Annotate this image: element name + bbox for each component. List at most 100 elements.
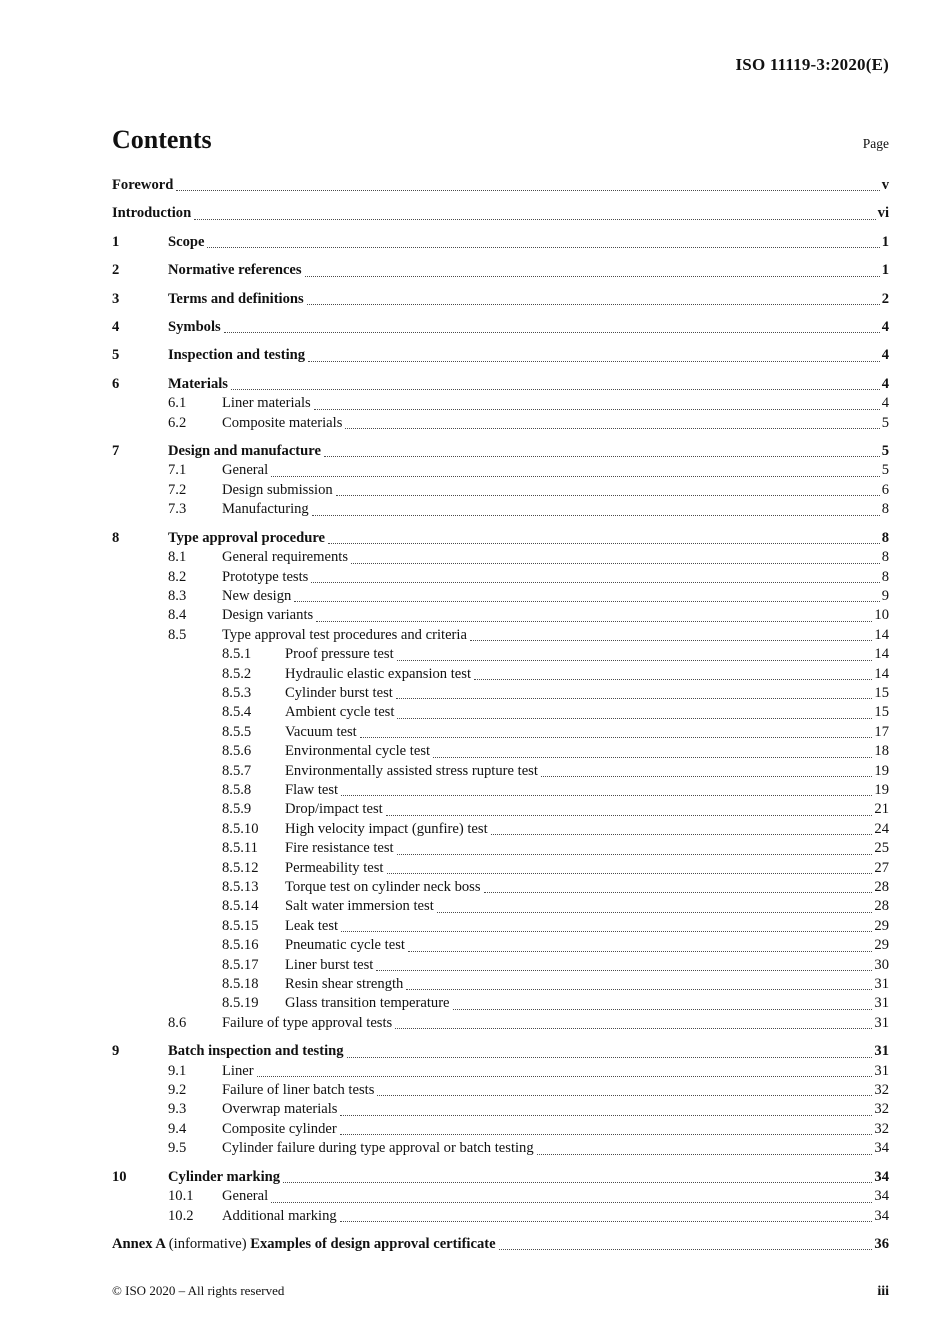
toc-entry-number: 8.5.4: [222, 704, 252, 721]
dot-leader: [328, 543, 880, 545]
toc-entry[interactable]: 9.2 Failure of liner batch tests 32: [112, 1081, 889, 1100]
toc-entry-title: Scope: [168, 233, 205, 250]
toc-entry[interactable]: Annex A (informative) Examples of design…: [112, 1235, 889, 1254]
toc-entry-title: Environmentally assisted stress rupture …: [285, 762, 538, 779]
toc-entry[interactable]: 8.5.12 Permeability test 27: [112, 859, 889, 878]
toc-entry-number: 8.1: [168, 549, 187, 566]
toc-entry[interactable]: 8.5.14 Salt water immersion test 28: [112, 897, 889, 916]
toc-entry[interactable]: 8.5.13 Torque test on cylinder neck boss 2…: [112, 878, 889, 897]
toc-entry-page: v: [881, 177, 889, 193]
toc-entry[interactable]: 8.5.4 Ambient cycle test 15: [112, 703, 889, 722]
toc-entry[interactable]: 8.5.17 Liner burst test 30: [112, 956, 889, 975]
toc-entry[interactable]: 3 Terms and definitions 2: [112, 290, 889, 309]
toc-entry[interactable]: 8.5.7 Environmentally assisted stress rup…: [112, 762, 889, 781]
toc-entry[interactable]: 9 Batch inspection and testing 31: [112, 1042, 889, 1061]
toc-entry[interactable]: 8.2 Prototype tests 8: [112, 568, 889, 587]
toc-entry[interactable]: 5 Inspection and testing 4: [112, 346, 889, 365]
toc-entry-number: 8.5.14: [222, 898, 259, 915]
toc-entry-number: 7.3: [168, 501, 187, 518]
toc-entry[interactable]: 6 Materials 4: [112, 375, 889, 394]
toc-entry-page: 19: [874, 762, 889, 779]
toc-entry-number: 9.1: [168, 1062, 187, 1079]
toc-entry[interactable]: 8.5.18 Resin shear strength 31: [112, 975, 889, 994]
toc-entry[interactable]: 8.5.11 Fire resistance test 25: [112, 839, 889, 858]
toc-entry-page: 6: [881, 481, 889, 498]
dot-leader: [452, 1008, 873, 1010]
page-title: Contents: [112, 125, 212, 154]
copyright-notice: © ISO 2020 – All rights reserved: [112, 1283, 285, 1298]
toc-entry[interactable]: 8.5.1 Proof pressure test 14: [112, 645, 889, 664]
toc-entry-page: 8: [881, 549, 889, 566]
toc-entry-title: Symbols: [168, 319, 221, 336]
toc-entry[interactable]: 6.1 Liner materials 4: [112, 394, 889, 413]
toc-entry-title: General requirements: [222, 549, 349, 566]
toc-entry[interactable]: 8.6 Failure of type approval tests 31: [112, 1014, 889, 1033]
dot-leader: [377, 1095, 873, 1097]
toc-entry-number: 8.3: [168, 587, 187, 604]
toc-entry[interactable]: 10 Cylinder marking 34: [112, 1168, 889, 1187]
toc-entry[interactable]: 8.5.15 Leak test 29: [112, 917, 889, 936]
toc-entry[interactable]: 2 Normative references 1: [112, 261, 889, 280]
toc-entry-page: 27: [874, 859, 889, 876]
toc-entry[interactable]: 10.2 Additional marking 34: [112, 1207, 889, 1226]
toc-entry-page: 10: [874, 607, 889, 624]
toc-entry[interactable]: 7.1 General 5: [112, 461, 889, 480]
dot-leader: [406, 989, 873, 991]
dot-leader: [395, 698, 873, 700]
dot-leader: [341, 795, 873, 797]
toc-entry[interactable]: 8.5.16 Pneumatic cycle test 29: [112, 936, 889, 955]
toc-entry[interactable]: Foreword v: [112, 176, 889, 195]
dot-leader: [271, 1201, 873, 1203]
toc-entry[interactable]: 9.3 Overwrap materials 32: [112, 1100, 889, 1119]
toc-entry[interactable]: 10.1 General 34: [112, 1187, 889, 1206]
toc-entry[interactable]: 7.2 Design submission 6: [112, 481, 889, 500]
toc-entry[interactable]: 8.5.10 High velocity impact (gunfire) tes…: [112, 820, 889, 839]
toc-entry-page: 36: [874, 1235, 889, 1252]
toc-entry[interactable]: 8.5.19 Glass transition temperature 31: [112, 994, 889, 1013]
toc-entry-number: 9.4: [168, 1120, 187, 1137]
toc-entry-title: Liner materials: [222, 395, 311, 412]
toc-entry-page: 32: [874, 1101, 889, 1118]
toc-entry-title: Introduction: [112, 205, 192, 222]
toc-entry[interactable]: 8.5.2 Hydraulic elastic expansion test 14: [112, 665, 889, 684]
toc-entry[interactable]: 8.5.8 Flaw test 19: [112, 781, 889, 800]
toc-entry-page: 14: [874, 646, 889, 663]
toc-entry-number: 7.2: [168, 481, 187, 498]
toc-entry[interactable]: 1 Scope 1: [112, 233, 889, 252]
toc-entry[interactable]: 8 Type approval procedure 8: [112, 529, 889, 548]
toc-entry[interactable]: 9.1 Liner 31: [112, 1062, 889, 1081]
dot-leader: [207, 247, 880, 249]
toc-entry-title: Normative references: [168, 262, 302, 279]
toc-entry-number: 8.6: [168, 1014, 187, 1031]
toc-entry-number: 10.1: [168, 1188, 194, 1205]
toc-entry-title: General: [222, 462, 269, 479]
dot-leader: [223, 332, 880, 334]
toc-entry[interactable]: 7.3 Manufacturing 8: [112, 500, 889, 519]
toc-entry-page: 34: [874, 1188, 889, 1205]
toc-entry[interactable]: 8.5.6 Environmental cycle test 18: [112, 742, 889, 761]
dot-leader: [194, 218, 876, 220]
toc-entry-page: 4: [881, 395, 889, 412]
toc-entry[interactable]: 6.2 Composite materials 5: [112, 414, 889, 433]
toc-entry-number: 8.5.17: [222, 956, 259, 973]
toc-entry-page: 32: [874, 1082, 889, 1099]
toc-entry[interactable]: 8.3 New design 9: [112, 587, 889, 606]
toc-entry[interactable]: 8.5 Type approval test procedures and cri…: [112, 626, 889, 645]
toc-entry[interactable]: 8.5.3 Cylinder burst test 15: [112, 684, 889, 703]
toc-entry[interactable]: 8.4 Design variants 10: [112, 606, 889, 625]
toc-entry[interactable]: Introduction vi: [112, 204, 889, 223]
toc-entry-number: 7.1: [168, 462, 187, 479]
dot-leader: [283, 1182, 873, 1184]
toc-entry[interactable]: 8.5.5 Vacuum test 17: [112, 723, 889, 742]
toc-entry-number: 6: [112, 375, 120, 392]
toc-entry[interactable]: 8.5.9 Drop/impact test 21: [112, 800, 889, 819]
toc-entry[interactable]: 8.1 General requirements 8: [112, 548, 889, 567]
toc-entry-page: 28: [874, 898, 889, 915]
toc-entry-title: Cylinder burst test: [285, 684, 393, 701]
toc-entry-title: Batch inspection and testing: [168, 1043, 344, 1060]
toc-entry[interactable]: 4 Symbols 4: [112, 318, 889, 337]
toc-entry[interactable]: 9.5 Cylinder failure during type approval…: [112, 1139, 889, 1158]
toc-entry-number: 8.5.15: [222, 917, 259, 934]
toc-entry[interactable]: 9.4 Composite cylinder 32: [112, 1120, 889, 1139]
toc-entry[interactable]: 7 Design and manufacture 5: [112, 442, 889, 461]
